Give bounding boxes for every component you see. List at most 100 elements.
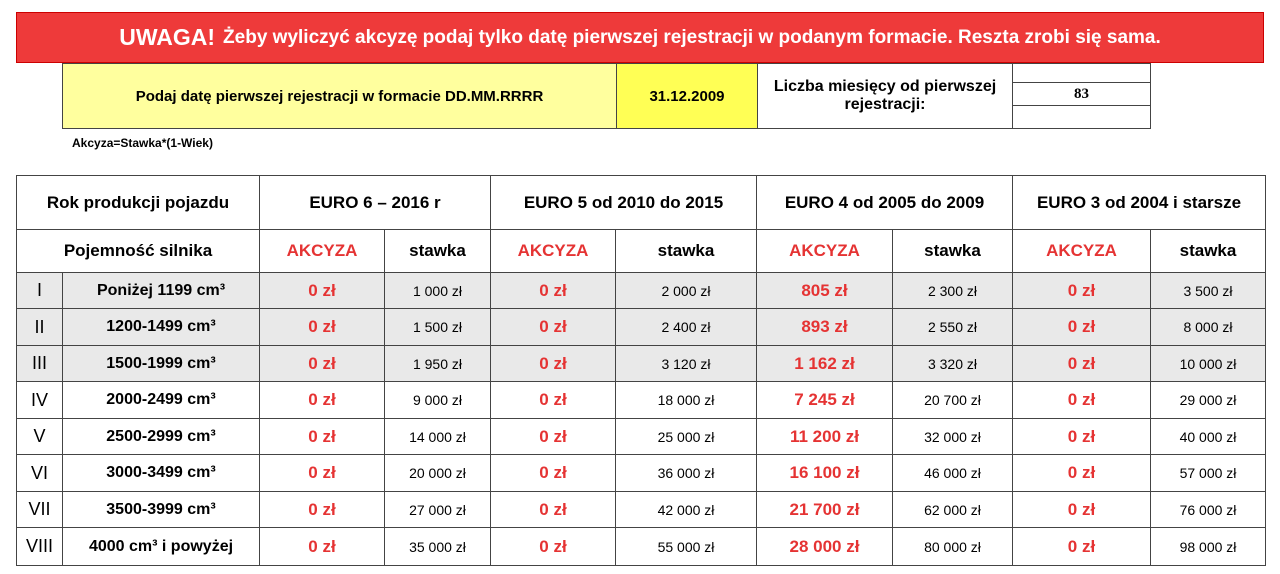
date-input[interactable]: 31.12.2009 — [616, 63, 758, 129]
row-class: IV — [16, 381, 63, 419]
row-capacity: Poniżej 1199 cm³ — [62, 272, 260, 309]
group-header: EURO 3 od 2004 i starsze — [1012, 175, 1266, 230]
months-top — [1012, 63, 1151, 83]
rate: 62 000 zł — [892, 491, 1013, 528]
group-header: EURO 5 od 2010 do 2015 — [490, 175, 757, 230]
excise: 21 700 zł — [756, 491, 893, 528]
rate: 2 000 zł — [615, 272, 757, 309]
warning-banner: UWAGA! Żeby wyliczyć akcyzę podaj tylko … — [16, 12, 1264, 63]
rate: 20 000 zł — [384, 454, 491, 492]
rate: 1 000 zł — [384, 272, 491, 309]
excise: 0 zł — [490, 272, 616, 309]
excise: 0 zł — [490, 491, 616, 528]
rate: 3 320 zł — [892, 345, 1013, 382]
row-capacity: 1500-1999 cm³ — [62, 345, 260, 382]
rate: 57 000 zł — [1150, 454, 1266, 492]
row-class: V — [16, 418, 63, 455]
warning-label: UWAGA! — [119, 24, 216, 50]
excise: 7 245 zł — [756, 381, 893, 419]
rate: 2 400 zł — [615, 308, 757, 346]
excise: 0 zł — [1012, 454, 1151, 492]
excise: 11 200 zł — [756, 418, 893, 455]
warning-text: Żeby wyliczyć akcyzę podaj tylko datę pi… — [223, 26, 1161, 48]
excise: 0 zł — [259, 345, 385, 382]
row-class: III — [16, 345, 63, 382]
sub-header: AKCYZA — [490, 229, 616, 273]
excise: 0 zł — [490, 454, 616, 492]
excise: 0 zł — [259, 272, 385, 309]
rate: 29 000 zł — [1150, 381, 1266, 419]
excise: 0 zł — [1012, 308, 1151, 346]
excise: 0 zł — [259, 491, 385, 528]
row-capacity: 3500-3999 cm³ — [62, 491, 260, 528]
corner-top: Rok produkcji pojazdu — [16, 175, 260, 230]
excise: 0 zł — [259, 527, 385, 566]
row-capacity: 3000-3499 cm³ — [62, 454, 260, 492]
corner-bottom: Pojemność silnika — [16, 229, 260, 273]
rate: 2 550 zł — [892, 308, 1013, 346]
excise: 0 zł — [1012, 381, 1151, 419]
rate: 3 120 zł — [615, 345, 757, 382]
sub-header: stawka — [892, 229, 1013, 273]
rate: 9 000 zł — [384, 381, 491, 419]
months-value: 83 — [1012, 82, 1151, 106]
row-capacity: 2500-2999 cm³ — [62, 418, 260, 455]
excise: 16 100 zł — [756, 454, 893, 492]
excise: 0 zł — [1012, 272, 1151, 309]
excise: 0 zł — [259, 454, 385, 492]
excise: 0 zł — [259, 418, 385, 455]
rate: 98 000 zł — [1150, 527, 1266, 566]
row-class: VIII — [16, 527, 63, 566]
group-header: EURO 6 – 2016 r — [259, 175, 491, 230]
excise: 0 zł — [490, 308, 616, 346]
excise: 28 000 zł — [756, 527, 893, 566]
row-class: VII — [16, 491, 63, 528]
rate: 46 000 zł — [892, 454, 1013, 492]
rate: 20 700 zł — [892, 381, 1013, 419]
formula: Akcyza=Stawka*(1-Wiek) — [72, 136, 213, 150]
excise: 0 zł — [1012, 527, 1151, 566]
row-capacity: 1200-1499 cm³ — [62, 308, 260, 346]
rate: 55 000 zł — [615, 527, 757, 566]
rate: 32 000 zł — [892, 418, 1013, 455]
rate: 14 000 zł — [384, 418, 491, 455]
rate: 42 000 zł — [615, 491, 757, 528]
rate: 1 500 zł — [384, 308, 491, 346]
months-label: Liczba miesięcy od pierwszej rejestracji… — [757, 63, 1013, 129]
row-class: VI — [16, 454, 63, 492]
excise: 0 zł — [490, 345, 616, 382]
row-class: I — [16, 272, 63, 309]
excise: 805 zł — [756, 272, 893, 309]
sub-header: AKCYZA — [756, 229, 893, 273]
excise: 0 zł — [490, 381, 616, 419]
excise: 0 zł — [490, 527, 616, 566]
excise: 0 zł — [1012, 345, 1151, 382]
rate: 76 000 zł — [1150, 491, 1266, 528]
rate: 1 950 zł — [384, 345, 491, 382]
row-capacity: 2000-2499 cm³ — [62, 381, 260, 419]
excise: 893 zł — [756, 308, 893, 346]
rate: 10 000 zł — [1150, 345, 1266, 382]
excise: 0 zł — [1012, 418, 1151, 455]
rate: 18 000 zł — [615, 381, 757, 419]
rate: 27 000 zł — [384, 491, 491, 528]
rate: 3 500 zł — [1150, 272, 1266, 309]
rate: 8 000 zł — [1150, 308, 1266, 346]
rate: 35 000 zł — [384, 527, 491, 566]
group-header: EURO 4 od 2005 do 2009 — [756, 175, 1013, 230]
sub-header: stawka — [384, 229, 491, 273]
excise: 0 zł — [259, 381, 385, 419]
excise: 0 zł — [490, 418, 616, 455]
sub-header: AKCYZA — [259, 229, 385, 273]
row-class: II — [16, 308, 63, 346]
date-prompt: Podaj datę pierwszej rejestracji w forma… — [62, 63, 617, 129]
sub-header: stawka — [1150, 229, 1266, 273]
rate: 80 000 zł — [892, 527, 1013, 566]
sub-header: stawka — [615, 229, 757, 273]
rate: 40 000 zł — [1150, 418, 1266, 455]
rate: 2 300 zł — [892, 272, 1013, 309]
excise: 0 zł — [259, 308, 385, 346]
sub-header: AKCYZA — [1012, 229, 1151, 273]
rate: 25 000 zł — [615, 418, 757, 455]
